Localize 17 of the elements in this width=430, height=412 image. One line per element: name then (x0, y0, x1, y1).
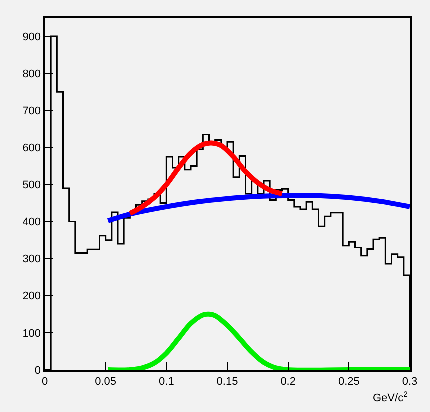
x-tick-label: 0.25 (338, 376, 360, 388)
y-tick-label: 700 (22, 105, 42, 118)
x-tick-label: 0.05 (95, 376, 117, 388)
y-tick-label: 200 (22, 290, 42, 303)
y-tick-label: 300 (22, 254, 42, 266)
y-tick-label: 0 (34, 364, 42, 377)
y-tick-label: 500 (22, 180, 42, 192)
y-tick-label: 900 (22, 31, 42, 44)
x-tick-label: 0.3 (402, 376, 418, 388)
y-tick-label: 600 (22, 142, 42, 155)
x-tick-label: 0.15 (216, 376, 238, 388)
x-tick-label: 0.2 (280, 376, 296, 388)
y-tick-label: 400 (22, 216, 42, 229)
x-axis-title: GeV/c$^{2}$ (373, 390, 408, 405)
y-tick-label: 100 (22, 328, 42, 340)
x-tick-label: 0.1 (159, 376, 174, 388)
y-tick-label: 800 (22, 68, 42, 80)
